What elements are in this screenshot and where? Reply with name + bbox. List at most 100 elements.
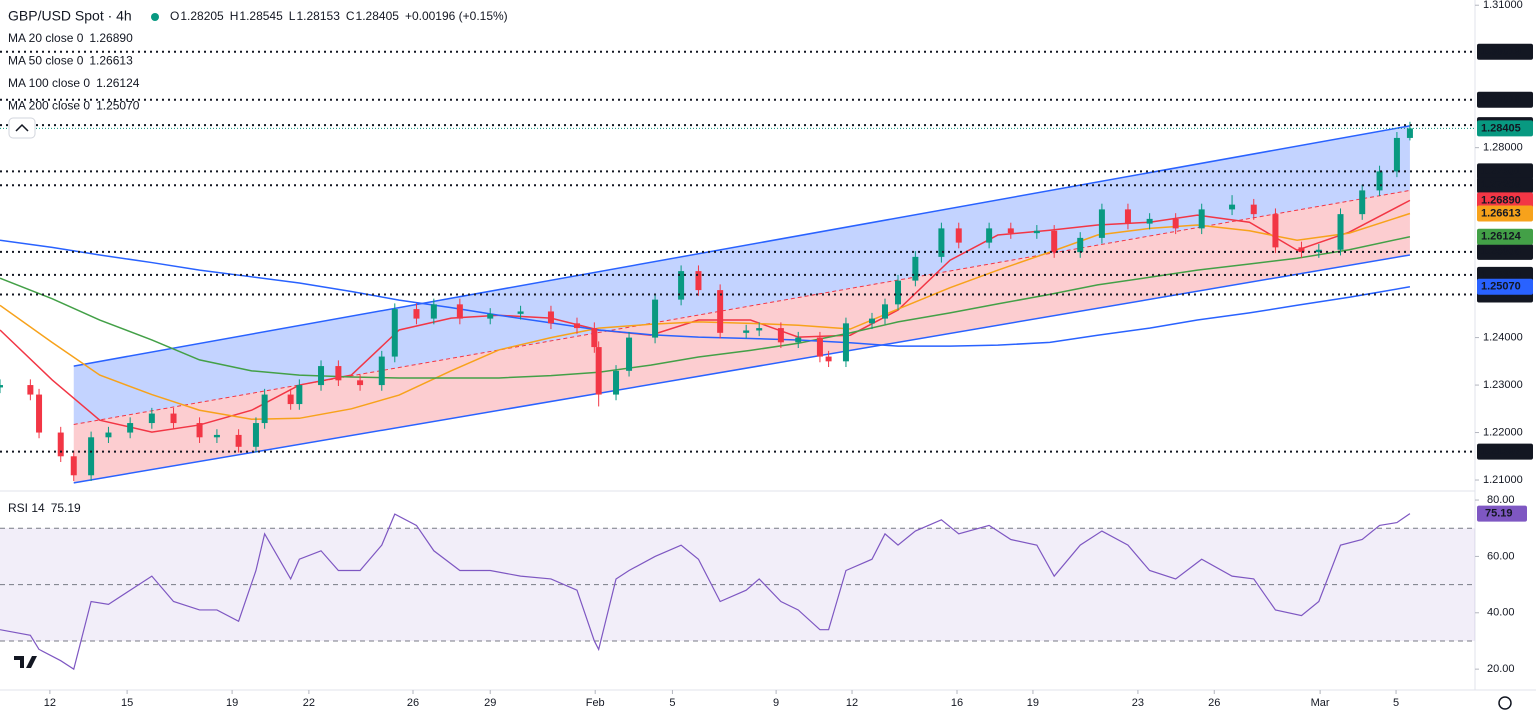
candle-body — [756, 328, 763, 331]
candle-body — [986, 228, 993, 243]
candle-body — [1376, 171, 1383, 191]
y-tick-label: 1.23000 — [1483, 379, 1523, 391]
candle-body — [36, 394, 43, 433]
candle-body — [456, 304, 463, 319]
level-label-bg — [1477, 163, 1533, 180]
candle-body — [148, 413, 155, 424]
candle-body — [1298, 247, 1305, 253]
candle-body — [955, 228, 962, 243]
ma-value-label-bg — [1477, 228, 1533, 245]
ma-value-label: 1.26613 — [1481, 207, 1521, 219]
candle-body — [318, 366, 325, 386]
candle-body — [296, 385, 303, 405]
candle-body — [595, 347, 602, 395]
ma-value-label-bg — [1477, 192, 1533, 209]
candle-body — [573, 323, 580, 329]
logo-bg — [10, 650, 42, 676]
candle-body — [591, 328, 598, 348]
y-tick-label: 1.22000 — [1483, 426, 1523, 438]
candle-body — [816, 337, 823, 357]
candle-body — [430, 304, 437, 319]
candle-body — [842, 323, 849, 362]
candle-body — [678, 271, 685, 300]
rsi-line — [0, 513, 1411, 671]
channel-upper-fill — [73, 125, 1410, 425]
candle-body — [1007, 228, 1014, 234]
candle-body — [895, 280, 902, 305]
rsi-tick-label: 40.00 — [1487, 607, 1515, 619]
level-label: 1.25806 — [1481, 246, 1521, 258]
candle-body — [70, 456, 77, 476]
ma-value-label: 1.25070 — [1481, 281, 1521, 293]
axes: 1.31000 1.28000 1.24000 1.23000 1.22000 1.210… — [44, 0, 1533, 709]
candle-body — [1033, 230, 1040, 234]
rsi-tick-label: 80.00 — [1487, 494, 1515, 506]
candle-body — [1393, 137, 1400, 172]
candle-body — [1098, 209, 1105, 238]
candle-body — [517, 311, 524, 314]
ma-legend-name: MA 100 close 0 — [8, 76, 90, 90]
change-value: +0.00196 (+0.15%) — [405, 9, 508, 23]
x-tick-label: 19 — [1027, 697, 1039, 709]
level-label: 1.27501 — [1481, 165, 1521, 177]
y-tick-label: 1.24000 — [1483, 331, 1523, 343]
settings-icon[interactable] — [1498, 696, 1512, 710]
rsi-legend-value: 75.19 — [51, 501, 81, 515]
ma-legend-name: MA 50 close 0 — [8, 54, 84, 68]
rsi-badge-bg — [1477, 505, 1527, 522]
ma-value-label: 1.26124 — [1481, 231, 1522, 243]
ma-line — [0, 199, 1411, 433]
candle-body — [912, 256, 919, 281]
candle-body — [57, 432, 64, 457]
ma-legend-name: MA 200 close 0 — [8, 99, 90, 113]
logo-shape — [14, 656, 37, 668]
overlay: O 1.28205 H 1.28545 L 1.28153 C 1.28405 +0.00196… — [0, 9, 1475, 515]
candle-body — [795, 337, 802, 343]
level-label: 1.25320 — [1481, 269, 1521, 281]
x-tick-label: 12 — [846, 697, 858, 709]
level-label-bg — [1477, 177, 1533, 194]
collapse-button[interactable] — [8, 117, 36, 139]
candle-body — [261, 394, 268, 424]
candle-body — [1250, 204, 1257, 215]
x-tick-label: 29 — [484, 697, 496, 709]
candle-body — [378, 356, 385, 386]
rsi-badge: 75.19 — [1485, 508, 1513, 520]
ohlc-key: L — [289, 9, 296, 23]
channel-upper — [73, 125, 1411, 367]
candle-body — [1124, 209, 1131, 224]
x-tick-label: 16 — [951, 697, 963, 709]
level-label-bg — [1477, 243, 1533, 260]
candle-body — [487, 313, 494, 319]
candle-body — [743, 330, 750, 333]
tv-logo[interactable] — [10, 650, 42, 676]
level-label: 1.29010 — [1481, 94, 1521, 106]
x-tick-label: 23 — [1132, 697, 1144, 709]
x-tick-label: 15 — [121, 697, 133, 709]
ma-legend-value: 1.25070 — [96, 99, 140, 113]
candle-body — [938, 228, 945, 257]
x-tick-label: Feb — [586, 697, 605, 709]
candle-body — [413, 309, 420, 319]
y-tick-label: 1.21000 — [1483, 474, 1523, 486]
candle-body — [868, 318, 875, 324]
candle-body — [235, 434, 242, 447]
candle-body — [717, 290, 724, 333]
ohlc-value: 1.28205 — [180, 9, 224, 23]
candle-body — [391, 309, 398, 357]
candle-body — [613, 370, 620, 395]
candle-body — [1359, 190, 1366, 215]
candle-body — [213, 434, 220, 438]
ohlc-key: C — [346, 9, 355, 23]
ma-line — [0, 212, 1411, 421]
rsi-legend-name: RSI 14 — [8, 501, 45, 515]
candle-body — [1077, 237, 1084, 253]
market-status — [151, 13, 159, 21]
y-tick-label: 1.31000 — [1483, 0, 1523, 11]
candle-body — [652, 299, 659, 338]
candle-body — [1229, 204, 1236, 210]
candle-body — [1337, 214, 1344, 250]
level-label-bg — [1477, 91, 1533, 108]
